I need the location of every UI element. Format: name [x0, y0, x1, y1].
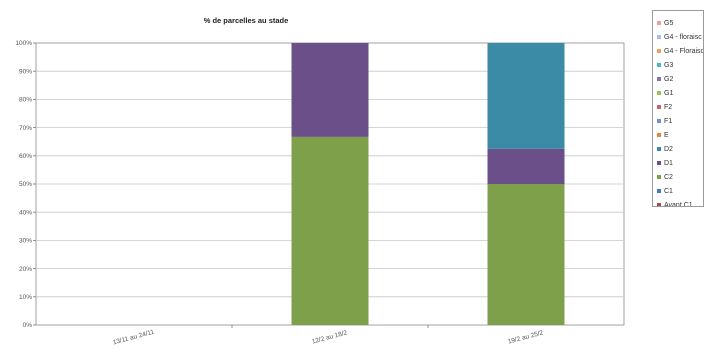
legend-swatch — [657, 105, 661, 109]
legend-label: G5 — [664, 19, 674, 27]
y-tick-label: 70% — [19, 125, 32, 132]
legend-item: G5 — [657, 17, 673, 29]
legend-swatch — [657, 175, 661, 179]
y-tick-label: 10% — [19, 294, 32, 301]
bar-segment-d1 — [487, 148, 565, 184]
legend-label: G2 — [664, 75, 674, 83]
legend-label: C2 — [664, 173, 673, 181]
legend-item: G3 — [657, 59, 673, 71]
legend-label: D1 — [664, 159, 673, 167]
legend-label: C1 — [664, 187, 673, 195]
legend-item: G2 — [657, 73, 673, 85]
y-tick-label: 60% — [19, 153, 32, 160]
legend: G5 G4 - floraisc G4 - Floraisc G3 G2 G1 F2 F1 E D… — [652, 10, 704, 207]
legend-item: D1 — [657, 157, 673, 169]
legend-item: C1 — [657, 185, 673, 197]
legend-item: G4 - Floraisc — [657, 45, 704, 57]
legend-label: D2 — [664, 145, 673, 153]
legend-item: Avant C1 — [657, 199, 693, 207]
legend-item: G1 — [657, 87, 673, 99]
legend-item: F1 — [657, 115, 672, 127]
legend-swatch — [657, 119, 661, 123]
legend-swatch — [657, 161, 661, 165]
x-tick-label: 12/2 au 18/2 — [311, 329, 348, 345]
legend-label: E — [664, 131, 669, 139]
legend-label: F1 — [664, 117, 673, 125]
x-tick-label: 19/2 au 25/2 — [507, 329, 544, 345]
legend-item: G4 - floraisc — [657, 31, 702, 43]
y-tick-label: 100% — [15, 40, 32, 47]
legend-swatch — [657, 189, 661, 193]
legend-swatch — [657, 63, 661, 67]
y-tick-label: 30% — [19, 238, 32, 245]
y-tick-label: 40% — [19, 209, 32, 216]
bar-segment-d2 — [487, 43, 565, 149]
legend-swatch — [657, 133, 661, 137]
legend-swatch — [657, 35, 661, 39]
bar-segment-c2 — [291, 136, 369, 325]
y-tick-label: 90% — [19, 68, 32, 75]
legend-label: G4 - floraisc — [664, 33, 702, 41]
legend-swatch — [657, 49, 661, 53]
legend-label: Avant C1 — [664, 201, 693, 207]
legend-swatch — [657, 147, 661, 151]
legend-item: E — [657, 129, 669, 141]
y-tick-label: 20% — [19, 266, 32, 273]
bar-segment-d1 — [291, 43, 369, 137]
y-tick-label: 0% — [23, 322, 33, 329]
legend-label: G1 — [664, 89, 674, 97]
legend-swatch — [657, 77, 661, 81]
bar-segment-c2 — [487, 184, 565, 325]
legend-item: D2 — [657, 143, 673, 155]
legend-swatch — [657, 21, 661, 25]
legend-swatch — [657, 91, 661, 95]
x-tick-label: 13/11 au 24/11 — [112, 329, 155, 347]
legend-item: C2 — [657, 171, 673, 183]
y-tick-label: 50% — [19, 181, 32, 188]
legend-label: F2 — [664, 103, 673, 111]
y-tick-label: 80% — [19, 97, 32, 104]
legend-label: G4 - Floraisc — [664, 47, 704, 55]
legend-swatch — [657, 203, 661, 206]
chart-title: % de parcelles au stade — [204, 16, 289, 25]
legend-item: F2 — [657, 101, 672, 113]
legend-label: G3 — [664, 61, 674, 69]
